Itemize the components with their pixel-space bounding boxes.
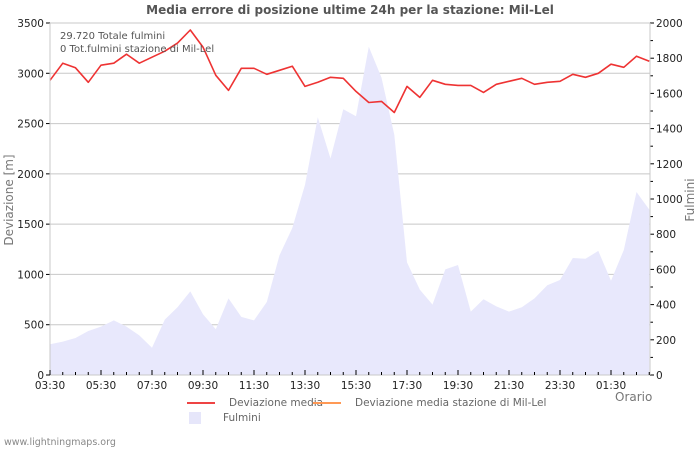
footer-credit: www.lightningmaps.org: [4, 437, 116, 448]
info-box: 29.720 Totale fulmini 0 Tot.fulmini staz…: [60, 30, 214, 56]
legend-item-deviazione-media: Deviazione media: [187, 397, 323, 409]
y-right-tick-label: 2000: [656, 18, 683, 30]
x-tick-label: 17:30: [392, 380, 422, 392]
y-right-tick-label: 200: [656, 335, 676, 347]
x-tick-label: 23:30: [545, 380, 575, 392]
fulmini-area: [50, 46, 650, 376]
legend-label: Fulmini: [223, 412, 261, 424]
deviazione-media-line: [49, 29, 650, 114]
y-right-tick-label: 1800: [656, 53, 683, 65]
legend-item-deviazione-stazione: Deviazione media stazione di Mil-Lel: [313, 397, 546, 409]
y-left-tick-label: 2500: [17, 119, 44, 131]
x-tick-label: 19:30: [443, 380, 473, 392]
total-strikes-label: 29.720 Totale fulmini: [60, 31, 166, 42]
legend-label: Deviazione media stazione di Mil-Lel: [355, 397, 547, 409]
x-tick-label: 11:30: [239, 380, 269, 392]
y-right-tick-label: 1400: [656, 124, 683, 136]
axes: 0 500 1000 1500 2000 2500 3000 3500 0 200 400 600 80…: [17, 18, 682, 392]
y-right-title: Fulmini: [683, 178, 697, 221]
y-right-tick-label: 1600: [656, 88, 683, 100]
x-tick-label: 05:30: [86, 380, 116, 392]
x-tick-label: 21:30: [494, 380, 524, 392]
legend-item-fulmini: Fulmini: [181, 412, 261, 424]
y-left-tick-label: 1500: [17, 219, 44, 231]
y-right-tick-label: 1200: [656, 159, 683, 171]
x-tick-label: 13:30: [290, 380, 320, 392]
y-right-tick-label: 400: [656, 300, 676, 312]
y-left-title: Deviazione [m]: [2, 154, 16, 245]
y-right-tick-label: 600: [656, 264, 676, 276]
red-line-swatch-icon: [187, 402, 215, 404]
x-tick-label: 03:30: [35, 380, 65, 392]
station-strikes-label: 0 Tot.fulmini stazione di Mil-Lel: [60, 44, 215, 55]
chart-title: Media errore di posizione ultime 24h per…: [146, 3, 554, 17]
y-right-tick-label: 800: [656, 229, 676, 241]
y-left-tick-label: 0: [37, 370, 44, 382]
area-swatch-icon: [189, 412, 201, 424]
y-left-tick-label: 1000: [17, 269, 44, 281]
x-tick-label: 01:30: [596, 380, 626, 392]
x-axis-title: Orario: [615, 390, 653, 404]
legend-label: Deviazione media: [229, 397, 324, 409]
y-left-tick-label: 500: [24, 320, 44, 332]
y-right-tick-label: 1000: [656, 194, 683, 206]
y-left-tick-label: 2000: [17, 169, 44, 181]
x-tick-label: 07:30: [137, 380, 167, 392]
orange-line-swatch-icon: [313, 402, 341, 404]
x-tick-label: 09:30: [188, 380, 218, 392]
y-left-tick-label: 3500: [17, 18, 44, 30]
x-tick-label: 15:30: [341, 380, 371, 392]
y-left-tick-label: 3000: [17, 68, 44, 80]
y-right-tick-label: 0: [656, 370, 663, 382]
